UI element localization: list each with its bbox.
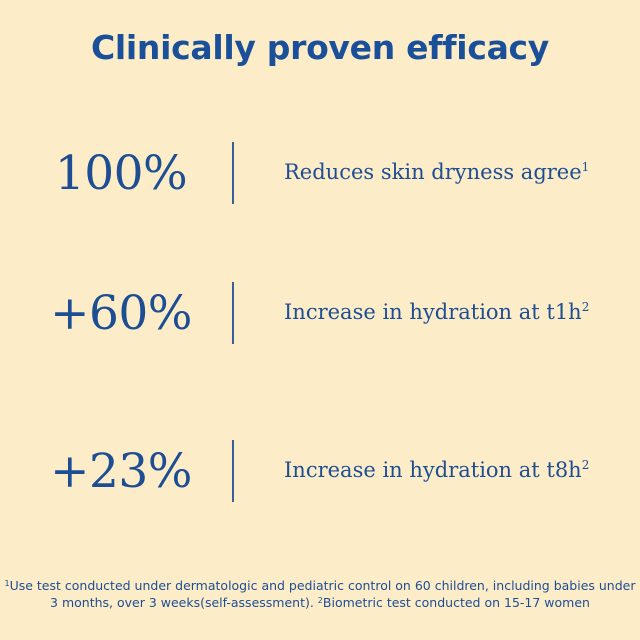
stat-description-text: Increase in hydration at t8h: [284, 458, 582, 482]
stat-description: Reduces skin dryness agree1: [284, 142, 589, 202]
stat-value: +60%: [50, 286, 192, 341]
divider: [232, 142, 234, 204]
stat-value: +23%: [50, 444, 192, 499]
stat-row: +60% Increase in hydration at t1h2: [0, 282, 640, 346]
stat-row: +23% Increase in hydration at t8h2: [0, 440, 640, 504]
footnote-marker: 2: [317, 596, 323, 605]
page-title: Clinically proven efficacy: [90, 28, 550, 67]
divider: [232, 440, 234, 502]
stat-description: Increase in hydration at t1h2: [284, 282, 589, 342]
stat-description-text: Increase in hydration at t1h: [284, 300, 582, 324]
divider: [232, 282, 234, 344]
stat-description: Increase in hydration at t8h2: [284, 440, 589, 500]
footnote-marker: 2: [581, 458, 590, 472]
stat-value: 100%: [54, 146, 188, 201]
footnote-text: Use test conducted under dermatologic an…: [9, 578, 636, 610]
footnote-marker: 1: [581, 160, 590, 174]
footnote-marker: 2: [581, 300, 590, 314]
footnote-text: Biometric test conducted on 15-17 women: [322, 595, 590, 610]
footnote-marker: 1: [4, 579, 10, 588]
stat-description-text: Reduces skin dryness agree: [284, 160, 582, 184]
footnote: 1Use test conducted under dermatologic a…: [0, 577, 640, 611]
stat-row: 100% Reduces skin dryness agree1: [0, 142, 640, 206]
